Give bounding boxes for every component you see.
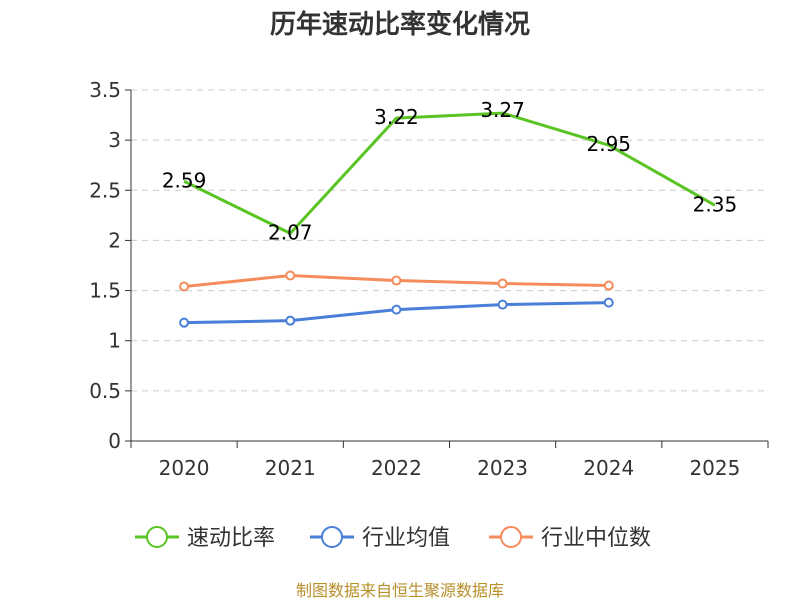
x-tick-label: 2025: [689, 456, 740, 480]
legend-item-0[interactable]: 速动比率: [135, 526, 275, 551]
series-layer: [179, 111, 716, 328]
y-tick-label: 0.5: [89, 379, 121, 403]
y-tick-label: 3.5: [89, 78, 121, 102]
data-point[interactable]: [285, 315, 296, 326]
legend-item-2[interactable]: 行业中位数: [489, 526, 651, 551]
series-line-0: [183, 111, 716, 235]
grid: [131, 89, 768, 392]
legend-marker: [146, 526, 168, 548]
data-point[interactable]: [603, 280, 614, 291]
data-point[interactable]: [391, 275, 402, 286]
legend-marker: [500, 526, 522, 548]
data-point[interactable]: [497, 278, 508, 289]
legend-label: 速动比率: [187, 526, 275, 551]
data-label: 3.27: [480, 98, 525, 122]
y-tick-label: 2.5: [89, 178, 121, 202]
data-label: 2.95: [586, 132, 631, 156]
legend-label: 行业中位数: [541, 526, 651, 551]
data-label: 2.35: [693, 192, 738, 216]
x-tick-label: 2024: [583, 456, 634, 480]
legend-label: 行业均值: [362, 526, 450, 551]
y-tick-label: 1: [108, 329, 121, 353]
data-point[interactable]: [179, 317, 190, 328]
data-label: 2.07: [268, 220, 313, 244]
legend-item-1[interactable]: 行业均值: [310, 526, 450, 551]
legend[interactable]: 速动比率 行业均值 行业中位数: [135, 526, 651, 551]
data-label: 3.22: [374, 105, 419, 129]
chart-title: 历年速动比率变化情况: [270, 9, 530, 40]
data-point[interactable]: [497, 299, 508, 310]
x-tick-label: 2020: [159, 456, 210, 480]
data-point[interactable]: [179, 281, 190, 292]
data-point[interactable]: [603, 297, 614, 308]
data-point[interactable]: [391, 304, 402, 315]
x-tick-label: 2021: [265, 456, 316, 480]
y-tick-label: 1.5: [89, 279, 121, 303]
y-tick-label: 0: [108, 429, 121, 453]
x-tick-label: 2023: [477, 456, 528, 480]
source-note: 制图数据来自恒生聚源数据库: [296, 581, 504, 600]
data-labels: 2.59 2.07 3.22 3.27 2.95 2.35: [162, 98, 737, 244]
data-point[interactable]: [285, 270, 296, 281]
axes: 0 0.5 1 1.5 2 2.5 3 3.5 2020 2021 2022 2023 2024 2025: [89, 78, 769, 480]
x-tick-label: 2022: [371, 456, 422, 480]
y-tick-label: 3: [108, 128, 121, 152]
y-tick-label: 2: [108, 228, 121, 252]
data-label: 2.59: [162, 168, 207, 192]
legend-marker: [321, 526, 343, 548]
